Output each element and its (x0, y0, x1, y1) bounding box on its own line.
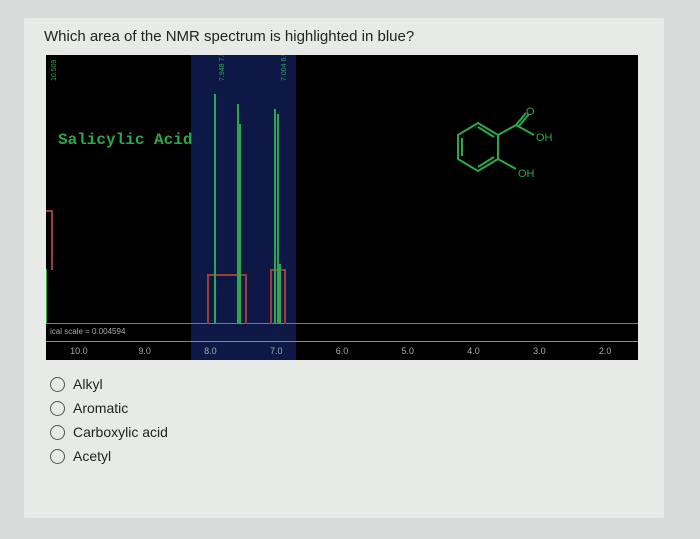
nmr-spectrum: Salicylic Acid O (46, 55, 638, 360)
x-axis (46, 341, 638, 342)
axis-tick: 7.0 (270, 346, 283, 356)
peak-ppm-label: 10.509 (51, 60, 58, 81)
option-alkyl[interactable]: Alkyl (50, 376, 644, 392)
integral-curve (46, 210, 53, 270)
radio-icon (50, 449, 65, 464)
axis-tick: 4.0 (467, 346, 480, 356)
option-aromatic[interactable]: Aromatic (50, 400, 644, 416)
option-label: Carboxylic acid (73, 424, 168, 440)
axis-tick: 8.0 (204, 346, 217, 356)
o-label: O (526, 106, 535, 118)
axis-tick: 10.0 (70, 346, 88, 356)
nmr-peak (46, 269, 47, 324)
peak-ppm-label: 7.004 6.984 6.954 (281, 55, 288, 81)
peak-ppm-label: 7.948 7.590 7.560 (219, 55, 226, 81)
radio-icon (50, 377, 65, 392)
option-acetyl[interactable]: Acetyl (50, 448, 644, 464)
question-card: Which area of the NMR spectrum is highli… (24, 18, 664, 518)
nmr-peak (239, 124, 241, 324)
nmr-peak (214, 94, 216, 324)
compound-label: Salicylic Acid (58, 131, 192, 149)
option-carboxylic[interactable]: Carboxylic acid (50, 424, 644, 440)
axis-tick: 5.0 (402, 346, 415, 356)
axis-tick: 3.0 (533, 346, 546, 356)
baseline (46, 323, 638, 324)
radio-icon (50, 401, 65, 416)
axis-tick: 6.0 (336, 346, 349, 356)
axis-tick: 2.0 (599, 346, 612, 356)
option-label: Acetyl (73, 448, 111, 464)
nmr-peak (279, 264, 281, 324)
oh-label-2: OH (518, 168, 535, 180)
axis-tick: 9.0 (138, 346, 151, 356)
radio-icon (50, 425, 65, 440)
answer-options: Alkyl Aromatic Carboxylic acid Acetyl (50, 376, 644, 464)
option-label: Alkyl (73, 376, 103, 392)
question-text: Which area of the NMR spectrum is highli… (44, 28, 644, 45)
scale-label: ical scale = 0.004594 (50, 327, 125, 336)
oh-label-1: OH (536, 132, 553, 144)
option-label: Aromatic (73, 400, 128, 416)
structure-formula: O OH OH (428, 105, 568, 210)
